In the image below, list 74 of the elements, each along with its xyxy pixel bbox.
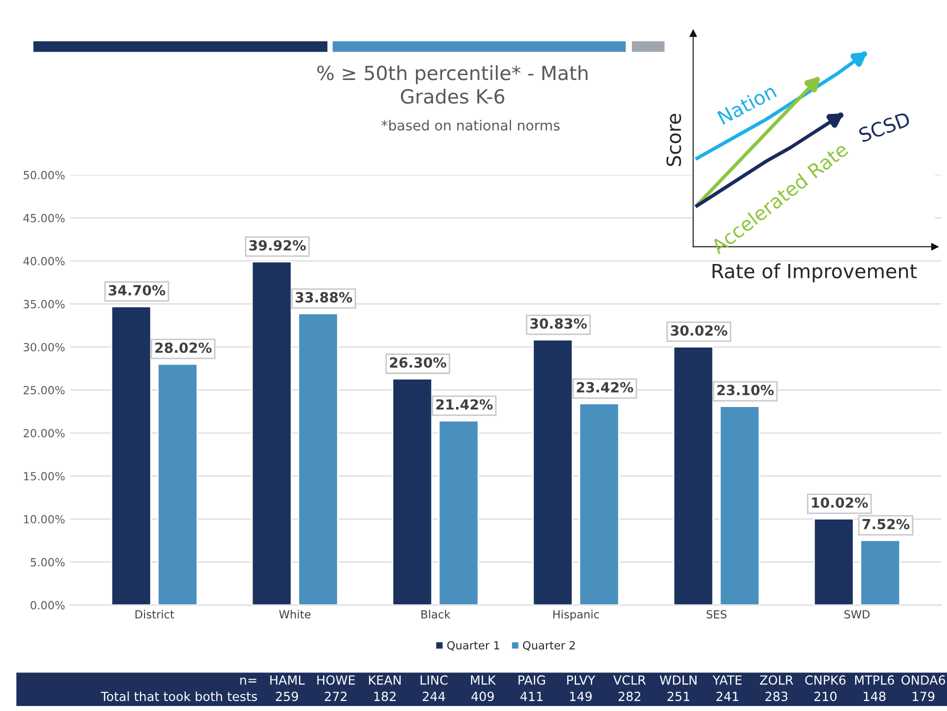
y-tick-label: 20.00% xyxy=(24,428,65,438)
data-label: 7.52% xyxy=(862,518,910,530)
x-tick-label: SWD xyxy=(844,610,870,619)
text: HOWE xyxy=(317,675,355,685)
text: PLVY xyxy=(567,675,596,685)
bar xyxy=(157,363,198,606)
y-tick-label: 35.00% xyxy=(24,300,65,308)
text: 283 xyxy=(765,692,788,702)
text: VCLR xyxy=(613,675,646,685)
y-tick-label: 40.00% xyxy=(23,256,65,266)
legend-label: Quarter 1 xyxy=(447,641,500,651)
legend-label: Quarter 2 xyxy=(522,641,575,651)
x-tick-label: District xyxy=(136,610,174,619)
data-label: 23.42% xyxy=(576,382,634,393)
text: 409 xyxy=(471,692,494,702)
text: Total that took both tests xyxy=(100,691,257,702)
y-tick-label: 50.00% xyxy=(24,170,65,180)
text: 244 xyxy=(422,692,446,701)
bar xyxy=(719,406,760,606)
text: YATE xyxy=(712,675,742,685)
text: HAML xyxy=(270,675,305,685)
data-label: 10.02% xyxy=(812,497,868,508)
text: WDLN xyxy=(660,675,696,685)
data-label: 34.70% xyxy=(108,285,166,296)
chart-title: % ≥ 50th percentile* - Math xyxy=(317,65,588,84)
x-tick-label: SES xyxy=(706,610,726,619)
x-tick-label: Black xyxy=(421,610,450,619)
text: LINC xyxy=(420,675,448,685)
legend-label: SCSD xyxy=(858,111,911,143)
text: ZOLR xyxy=(760,675,794,685)
y-tick-label: 25.00% xyxy=(24,386,65,394)
text: n= xyxy=(240,678,256,685)
x-tick-label: Hispanic xyxy=(553,610,599,621)
y-axis-title: Score xyxy=(666,114,682,166)
text: 182 xyxy=(374,692,396,702)
data-label: 39.92% xyxy=(249,240,306,251)
bar xyxy=(438,420,479,606)
text: 241 xyxy=(716,692,738,701)
text: *based on national norms xyxy=(381,120,560,131)
text: 179 xyxy=(912,692,934,702)
x-axis-title: Rate of Improvement xyxy=(712,263,917,282)
data-label: 28.02% xyxy=(155,342,212,353)
bar xyxy=(578,402,620,606)
text: 411 xyxy=(520,692,542,701)
text: PAIG xyxy=(518,675,546,685)
y-tick-label: 5.00% xyxy=(30,558,65,566)
y-tick-label: 30.00% xyxy=(24,342,65,352)
data-label: 30.83% xyxy=(530,318,587,329)
data-label: 26.30% xyxy=(390,357,446,368)
bar xyxy=(813,518,854,606)
data-label: 33.88% xyxy=(296,292,352,303)
text: 149 xyxy=(570,692,592,702)
text: KEAN xyxy=(369,675,401,685)
text: 272 xyxy=(324,692,347,701)
text: CNPK6 xyxy=(805,675,846,685)
bar xyxy=(298,312,338,606)
text: MLK xyxy=(471,675,496,685)
chart-subtitle: Grades K-6 xyxy=(400,88,504,104)
y-tick-label: 10.00% xyxy=(24,515,65,524)
y-tick-label: 45.00% xyxy=(23,214,65,222)
y-tick-label: 15.00% xyxy=(24,472,65,480)
text: 251 xyxy=(668,692,690,702)
text: 282 xyxy=(618,692,640,702)
text: 259 xyxy=(276,692,298,702)
data-label: 23.10% xyxy=(717,384,774,396)
x-tick-label: White xyxy=(279,610,310,619)
bar xyxy=(860,540,901,606)
text: ONDA6 xyxy=(901,675,946,685)
text: 210 xyxy=(814,692,837,702)
text: 148 xyxy=(864,692,886,702)
data-label: 30.02% xyxy=(670,325,728,336)
y-tick-label: 0.00% xyxy=(30,601,65,610)
text: MTPL6 xyxy=(855,675,894,685)
data-label: 21.42% xyxy=(436,399,493,410)
